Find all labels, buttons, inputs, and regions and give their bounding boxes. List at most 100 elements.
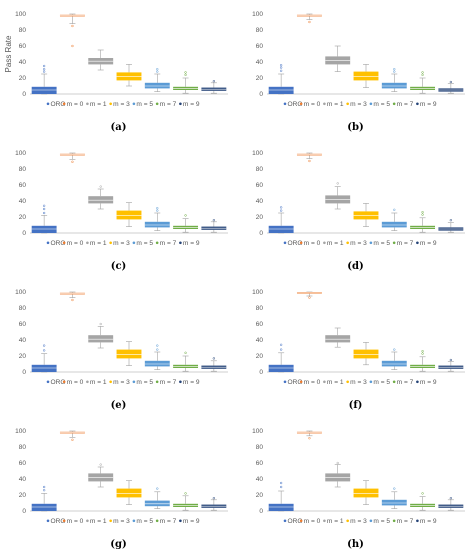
legend-label: ORG: [51, 518, 66, 525]
chart-panel: 0 20 40 60 80 100 ORG m = 0 m = 1 m = 3 m = 5 m = 7…: [237, 139, 474, 278]
outlier-point: [421, 350, 424, 353]
box-m-1: [88, 322, 114, 349]
legend-marker: [416, 380, 419, 384]
y-tick-label: 20: [19, 214, 27, 221]
box-m-7: [410, 492, 436, 511]
legend-marker: [369, 241, 373, 245]
panel-caption: (h): [347, 539, 364, 550]
y-tick-label: 20: [19, 492, 27, 499]
box-m-9: [201, 497, 227, 511]
box-m-5: [144, 207, 170, 231]
y-tick-label: 100: [252, 428, 263, 435]
legend-marker: [346, 102, 349, 106]
legend-label: m = 0: [67, 518, 84, 525]
box-m-3: [116, 341, 142, 366]
legend-marker: [346, 380, 349, 384]
chart-panel: Pass Rate 0 20 40 60 80 100 ORG m = 0 m = 1 m = 3 m…: [0, 0, 237, 139]
box-m-3: [353, 203, 379, 227]
outlier-point: [71, 298, 74, 302]
outlier-point: [449, 80, 453, 84]
chart-panel: 0 20 40 60 80 100 ORG m = 0 m = 1 m = 3 m = 5 m = 7…: [237, 278, 474, 417]
outlier-point: [449, 219, 453, 222]
outlier-point: [156, 207, 159, 210]
box-org: [31, 344, 57, 373]
box-m-0: [59, 291, 85, 302]
outlier-point: [184, 351, 187, 354]
box-m-5: [381, 208, 407, 231]
legend-marker: [62, 519, 66, 523]
legend-marker: [179, 519, 182, 523]
y-tick-label: 20: [256, 75, 264, 82]
panel-caption: (e): [111, 400, 127, 411]
legend-marker: [86, 380, 89, 384]
legend-label: m = 7: [397, 379, 414, 386]
outlier-point: [212, 80, 216, 83]
box-m-0: [296, 430, 322, 440]
y-tick-label: 80: [256, 27, 264, 34]
outlier-point: [42, 207, 46, 211]
legend-label: m = 7: [160, 379, 177, 386]
legend-label: m = 1: [327, 518, 344, 525]
legend-marker: [323, 102, 326, 106]
outlier-point: [336, 461, 339, 465]
box-m-9: [201, 219, 227, 233]
outlier-point: [279, 348, 283, 351]
box-m-1: [88, 49, 114, 71]
legend-label: m = 1: [90, 518, 107, 525]
y-tick-label: 20: [19, 353, 27, 360]
box-org: [31, 64, 57, 95]
legend-label: m = 9: [420, 101, 437, 108]
box-iqr: [31, 225, 57, 233]
y-tick-label: 100: [15, 428, 26, 435]
legend-label: ORG: [51, 240, 66, 247]
legend-label: m = 1: [90, 240, 107, 247]
legend-marker: [179, 241, 182, 245]
legend-marker: [46, 241, 50, 245]
outlier-point: [71, 44, 74, 48]
legend-label: m = 3: [113, 101, 130, 108]
y-tick-label: 100: [252, 289, 263, 296]
outlier-point: [42, 489, 46, 492]
legend-marker: [62, 241, 66, 245]
box-m-0: [59, 430, 85, 441]
legend-marker: [155, 380, 159, 384]
box-m-1: [325, 327, 351, 348]
box-iqr: [381, 360, 407, 367]
outlier-point: [42, 68, 46, 71]
legend-label: m = 1: [90, 379, 107, 386]
legend-marker: [283, 241, 287, 245]
y-tick-label: 0: [259, 508, 263, 515]
outlier-point: [421, 492, 424, 495]
box-m-3: [353, 64, 379, 88]
panel-caption: (f): [349, 400, 363, 411]
y-tick-label: 20: [256, 214, 264, 221]
legend-label: m = 3: [350, 518, 367, 525]
legend-marker: [46, 519, 50, 523]
box-iqr: [353, 71, 379, 81]
y-tick-label: 80: [19, 305, 27, 312]
outlier-point: [279, 485, 283, 489]
legend-label: m = 5: [136, 379, 153, 386]
outlier-point: [279, 206, 283, 209]
outlier-point: [279, 343, 283, 346]
legend-marker: [86, 519, 89, 523]
box-iqr: [31, 86, 57, 94]
y-tick-label: 80: [19, 444, 27, 451]
box-iqr: [381, 82, 407, 89]
box-iqr: [88, 335, 114, 343]
box-m-7: [173, 214, 199, 233]
chart-panel: 0 20 40 60 80 100 ORG m = 0 m = 1 m = 3 m = 5 m = 7…: [237, 0, 474, 139]
legend-label: m = 0: [304, 379, 321, 386]
y-tick-label: 0: [259, 91, 263, 98]
legend-marker: [392, 102, 396, 106]
chart-svg: 0 20 40 60 80 100 ORG m = 0 m = 1 m = 3 m = 5 m = 7…: [15, 428, 228, 550]
legend-marker: [369, 519, 373, 523]
legend-marker: [299, 102, 303, 106]
y-tick-label: 60: [19, 43, 27, 50]
legend-marker: [179, 380, 182, 384]
box-m-3: [353, 342, 379, 366]
box-m-0: [296, 152, 322, 163]
outlier-point: [393, 487, 396, 490]
outlier-point: [308, 437, 311, 440]
